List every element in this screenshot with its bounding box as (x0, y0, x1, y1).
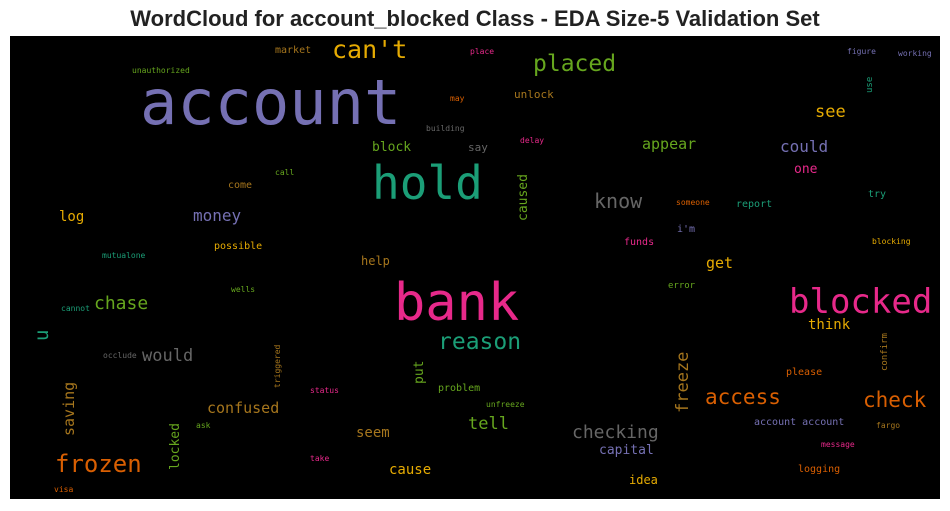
word-hold: hold (372, 156, 483, 210)
word-confirm: confirm (880, 333, 890, 371)
word-call: call (275, 168, 294, 177)
word-tell: tell (468, 414, 509, 434)
word-freeze: freeze (673, 352, 693, 413)
chart-title: WordCloud for account_blocked Class - ED… (130, 6, 820, 31)
word-possible: possible (214, 241, 262, 252)
word-bank: bank (394, 273, 519, 333)
word-working: working (898, 49, 932, 58)
word-occlude: occlude (103, 351, 137, 360)
word-report: report (736, 199, 772, 210)
word-unfreeze: unfreeze (486, 400, 525, 409)
word-building: building (426, 124, 465, 133)
word-check: check (863, 388, 927, 412)
word-i-m: i'm (677, 224, 695, 235)
word-blocking: blocking (872, 237, 911, 246)
word-use: use (865, 77, 875, 93)
word-log: log (59, 209, 84, 225)
word-blocked: blocked (789, 282, 932, 322)
word-figure: figure (847, 47, 876, 56)
word-account-account: account account (754, 417, 844, 428)
word-triggered: triggered (273, 344, 282, 388)
word-place: place (470, 47, 494, 56)
word-account: account (140, 66, 401, 139)
word-market: market (275, 45, 311, 56)
word-would: would (142, 346, 193, 366)
wordcloud-svg: account bank hold blocked can't placed reason f… (31, 36, 932, 494)
word-get: get (706, 254, 733, 272)
word-one: one (794, 162, 818, 177)
word-chase: chase (94, 293, 148, 314)
word-message: message (821, 440, 855, 449)
word-funds: funds (624, 237, 654, 248)
word-cause: cause (389, 462, 431, 478)
word-placed: placed (533, 51, 616, 77)
word-think: think (808, 317, 851, 333)
word-status: status (310, 386, 339, 395)
word-unlock: unlock (514, 88, 554, 101)
word-take: take (310, 454, 329, 463)
word-frozen: frozen (55, 450, 142, 478)
word-checking: checking (572, 422, 659, 443)
word-please: please (786, 367, 822, 378)
word-locked: locked (168, 423, 183, 470)
word-put: put (412, 361, 427, 384)
word-caused: caused (516, 174, 531, 221)
word-say: say (468, 141, 488, 154)
word-access: access (705, 385, 781, 409)
word-help: help (361, 254, 390, 268)
word-problem: problem (438, 383, 480, 394)
word-wells: wells (231, 285, 255, 294)
word-cannot: cannot (61, 304, 90, 313)
wordcloud-canvas: account bank hold blocked can't placed reason f… (10, 36, 940, 499)
word-confused: confused (207, 399, 279, 417)
word-reason: reason (438, 329, 521, 355)
word-block: block (372, 140, 411, 155)
word-idea: idea (629, 473, 658, 487)
word-money: money (193, 206, 242, 225)
word-can-t: can't (332, 36, 407, 64)
word-appear: appear (642, 135, 696, 153)
word-seem: seem (356, 425, 390, 441)
word-capital: capital (599, 443, 654, 458)
word-unauthorized: unauthorized (132, 66, 190, 75)
word-come: come (228, 180, 252, 191)
word-mutualone: mutualone (102, 251, 146, 260)
word-could: could (780, 137, 828, 156)
word-error: error (668, 281, 696, 291)
word-know: know (594, 189, 643, 213)
word-see: see (815, 102, 846, 122)
word-saving: saving (60, 382, 78, 436)
word-u: u (31, 330, 53, 341)
word-logging: logging (798, 464, 840, 475)
word-delay: delay (520, 136, 544, 145)
word-visa: visa (54, 485, 73, 494)
word-fargo: fargo (876, 421, 900, 430)
word-ask: ask (196, 421, 211, 430)
word-may: may (450, 94, 465, 103)
word-someone: someone (676, 198, 710, 207)
word-try: try (868, 189, 886, 200)
